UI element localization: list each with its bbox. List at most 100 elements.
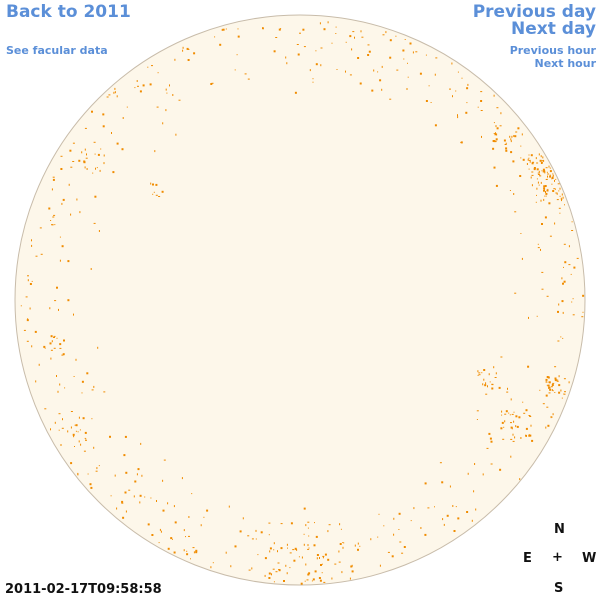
facula-speck: [545, 394, 548, 397]
see-facular-data-link[interactable]: See facular data: [6, 44, 108, 57]
facula-speck: [27, 275, 29, 277]
facula-speck: [496, 107, 499, 109]
facula-speck: [323, 581, 326, 583]
facula-speck: [72, 433, 75, 436]
facula-speck: [192, 547, 195, 549]
facula-speck: [300, 582, 303, 585]
facula-speck: [286, 543, 288, 546]
facula-speck: [425, 54, 427, 56]
facula-speck: [525, 427, 528, 430]
facula-speck: [476, 419, 478, 420]
facula-speck: [511, 413, 514, 415]
facula-speck: [500, 427, 503, 430]
facula-speck: [187, 59, 190, 61]
facula-speck: [521, 133, 523, 136]
facula-speck: [50, 335, 53, 338]
facula-speck: [563, 280, 566, 283]
facula-speck: [526, 163, 528, 165]
facula-speck: [116, 142, 119, 145]
facula-speck: [139, 501, 141, 504]
facula-speck: [547, 188, 549, 190]
facula-speck: [453, 530, 456, 532]
facula-speck: [542, 156, 544, 159]
facula-speck: [443, 523, 445, 526]
facula-speck: [543, 159, 545, 162]
facula-speck: [557, 183, 560, 185]
next-day-link[interactable]: Next day: [511, 19, 596, 39]
facula-speck: [449, 485, 451, 488]
back-to-year-link[interactable]: Back to 2011: [6, 2, 131, 22]
facula-speck: [335, 26, 337, 28]
facula-speck: [547, 175, 548, 178]
facula-speck: [548, 381, 551, 384]
facula-speck: [82, 417, 85, 420]
facula-speck: [357, 542, 359, 545]
facula-speck: [536, 162, 539, 164]
facula-speck: [301, 556, 303, 559]
facula-speck: [234, 545, 237, 548]
facula-speck: [480, 91, 483, 93]
facula-speck: [59, 347, 62, 349]
facula-speck: [558, 384, 561, 387]
facula-speck: [158, 542, 160, 544]
facula-speck: [455, 506, 457, 508]
facula-speck: [162, 479, 164, 482]
facula-speck: [552, 174, 554, 177]
facula-speck: [273, 581, 275, 583]
next-hour-link[interactable]: Next hour: [534, 57, 597, 70]
facula-speck: [62, 198, 65, 201]
facula-speck: [545, 380, 547, 383]
facula-speck: [285, 564, 287, 567]
facula-speck: [174, 521, 177, 524]
facula-speck: [541, 271, 544, 273]
facula-speck: [31, 345, 33, 348]
facula-speck: [50, 428, 51, 431]
facula-speck: [496, 127, 499, 130]
facula-speck: [544, 185, 547, 187]
facula-speck: [133, 495, 135, 498]
facula-speck: [528, 316, 529, 319]
facula-speck: [121, 502, 124, 504]
previous-hour-link[interactable]: Previous hour: [509, 44, 596, 57]
facula-speck: [137, 468, 140, 471]
facula-speck: [545, 191, 546, 193]
facula-speck: [550, 386, 553, 388]
facula-speck: [371, 89, 374, 92]
facula-speck: [44, 347, 46, 349]
facula-speck: [455, 90, 457, 92]
facula-speck: [538, 170, 540, 173]
facula-speck: [536, 315, 538, 317]
facula-speck: [44, 408, 47, 410]
facula-speck: [52, 176, 55, 178]
facula-speck: [564, 261, 567, 264]
facula-speck: [560, 389, 562, 392]
facula-speck: [239, 530, 242, 533]
facula-speck: [551, 389, 553, 391]
facula-speck: [514, 135, 517, 138]
facula-speck: [538, 184, 540, 186]
facula-speck: [280, 523, 283, 525]
facula-speck: [510, 455, 512, 458]
facula-speck: [338, 561, 341, 563]
facula-speck: [581, 316, 584, 318]
facula-speck: [561, 193, 563, 196]
facula-speck: [548, 392, 551, 394]
facula-speck: [556, 199, 559, 201]
facula-speck: [505, 142, 507, 145]
facula-speck: [481, 372, 483, 374]
facula-speck: [78, 440, 80, 443]
facula-speck: [181, 477, 183, 480]
facula-speck: [407, 76, 409, 78]
facula-speck: [552, 190, 555, 192]
facula-speck: [357, 548, 359, 551]
facula-speck: [489, 437, 492, 440]
facula-speck: [278, 28, 281, 31]
previous-day-link[interactable]: Previous day: [472, 2, 596, 22]
facula-speck: [255, 529, 257, 532]
facula-speck: [452, 505, 454, 507]
facula-speck: [561, 198, 563, 200]
facula-speck: [62, 353, 65, 356]
facula-speck: [139, 90, 142, 93]
facula-speck: [466, 87, 469, 90]
facula-speck: [349, 577, 351, 580]
